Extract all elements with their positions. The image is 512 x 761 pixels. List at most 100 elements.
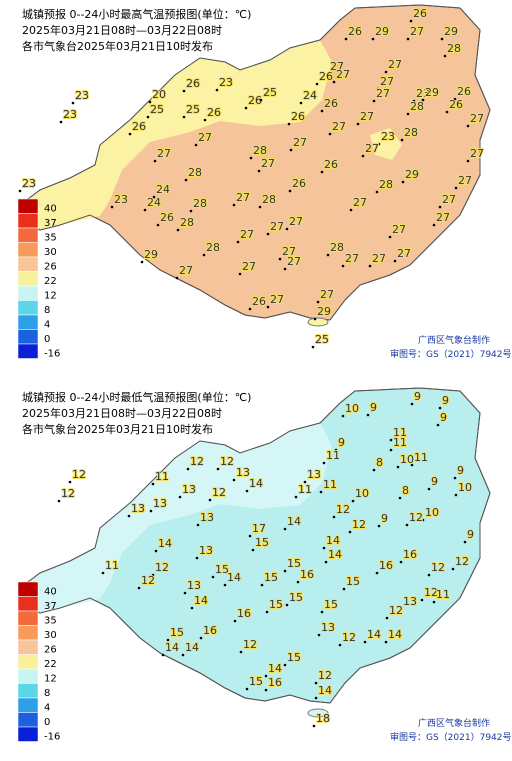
station-dot: [166, 638, 170, 642]
legend-swatch: [17, 227, 39, 243]
station-value: 12: [342, 631, 356, 644]
station-dot: [216, 467, 220, 471]
station-dot: [384, 640, 388, 644]
legend-swatch: [17, 596, 39, 612]
station-value: 27: [236, 191, 250, 204]
station-value: 26: [186, 77, 200, 90]
legend-swatch: [17, 329, 39, 345]
station-value: 15: [215, 563, 229, 576]
station-value: 14: [326, 534, 340, 547]
station-value: 28: [188, 166, 202, 179]
station-dot: [194, 143, 198, 147]
legend-label: 26: [44, 645, 57, 656]
station-dot: [128, 132, 132, 136]
station-dot: [453, 97, 457, 101]
station-value: 11: [326, 449, 340, 462]
labels: 城镇预报 0--24小时最高气温预报图(单位：℃) 2025年03月21日08时—…: [17, 6, 512, 743]
legend-label: 12: [44, 674, 57, 685]
legend-swatch: [17, 726, 39, 742]
station-value: 29: [405, 168, 419, 181]
station-dot: [148, 100, 152, 104]
station-value: 13: [153, 497, 167, 510]
station-value: 28: [410, 100, 424, 113]
legend-swatch: [17, 300, 39, 316]
station-dot: [385, 616, 389, 620]
station-dot: [316, 300, 320, 304]
legend-swatch: [17, 668, 39, 684]
station-dot: [320, 610, 324, 614]
station-dot: [137, 586, 141, 590]
station-value: 26: [319, 70, 333, 83]
station-value: 27: [458, 174, 472, 187]
station-dot: [445, 110, 449, 114]
station-value: 27: [289, 215, 303, 228]
station-dot: [236, 240, 240, 244]
station-dot: [311, 345, 315, 349]
station-value: 27: [376, 87, 390, 100]
station-dot: [436, 423, 440, 427]
station-dot: [319, 490, 323, 494]
station-value: 20: [152, 88, 166, 101]
station-dot: [232, 203, 236, 207]
station-value: 27: [270, 293, 284, 306]
station-dot: [140, 260, 144, 264]
station-value: 25: [150, 103, 164, 116]
station-value: 26: [457, 85, 471, 98]
station-dot: [384, 70, 388, 74]
station-value: 26: [132, 120, 146, 133]
station-dot: [454, 186, 458, 190]
station-value: 16: [237, 607, 251, 620]
station-dot: [328, 132, 332, 136]
station-dot: [257, 169, 261, 173]
station-dot: [203, 118, 207, 122]
station-value: 15: [287, 651, 301, 664]
station-dot: [199, 636, 203, 640]
station-dot: [377, 524, 381, 528]
station-dot: [186, 467, 190, 471]
station-dot: [438, 406, 442, 410]
station-value: 9: [414, 390, 421, 403]
station-value: 10: [425, 506, 439, 519]
station-value: 28: [330, 241, 344, 254]
station-dot: [322, 546, 326, 550]
station-dot: [320, 170, 324, 174]
station-dot: [409, 19, 413, 23]
station-value: 12: [212, 486, 226, 499]
station-value: 24: [303, 89, 317, 102]
station-value: 26: [413, 7, 427, 20]
station-value: 29: [144, 248, 158, 261]
station-value: 15: [346, 575, 360, 588]
station-value: 12: [155, 561, 169, 574]
credit: 广西区气象台制作: [418, 717, 490, 729]
station-dot: [278, 257, 282, 261]
station-dot: [264, 674, 268, 678]
legend-label: 40: [44, 587, 57, 598]
station-value: 26: [324, 97, 338, 110]
station-dot: [266, 232, 270, 236]
station-dot: [427, 573, 431, 577]
station-dot: [285, 227, 289, 231]
station-dot: [258, 205, 262, 209]
legend-swatch: [17, 314, 39, 330]
station-value: 11: [393, 426, 407, 439]
station-dot: [251, 548, 255, 552]
station-value: 16: [268, 676, 282, 689]
station-value: 10: [400, 453, 414, 466]
station-dot: [151, 482, 155, 486]
station-dot: [283, 527, 287, 531]
station-dot: [406, 112, 410, 116]
station-dot: [348, 530, 352, 534]
station-dot: [324, 560, 328, 564]
station-dot: [239, 650, 243, 654]
station-dot: [182, 115, 186, 119]
station-value: 14: [367, 628, 381, 641]
station-value: 27: [380, 75, 394, 88]
station-dot: [161, 653, 165, 657]
legend-swatch: [17, 285, 39, 301]
station-value: 17: [252, 522, 266, 535]
station-dot: [315, 82, 319, 86]
station-dot: [389, 438, 393, 442]
station-value: 28: [193, 197, 207, 210]
station-value: 14: [185, 641, 199, 654]
station-value: 29: [444, 25, 458, 38]
